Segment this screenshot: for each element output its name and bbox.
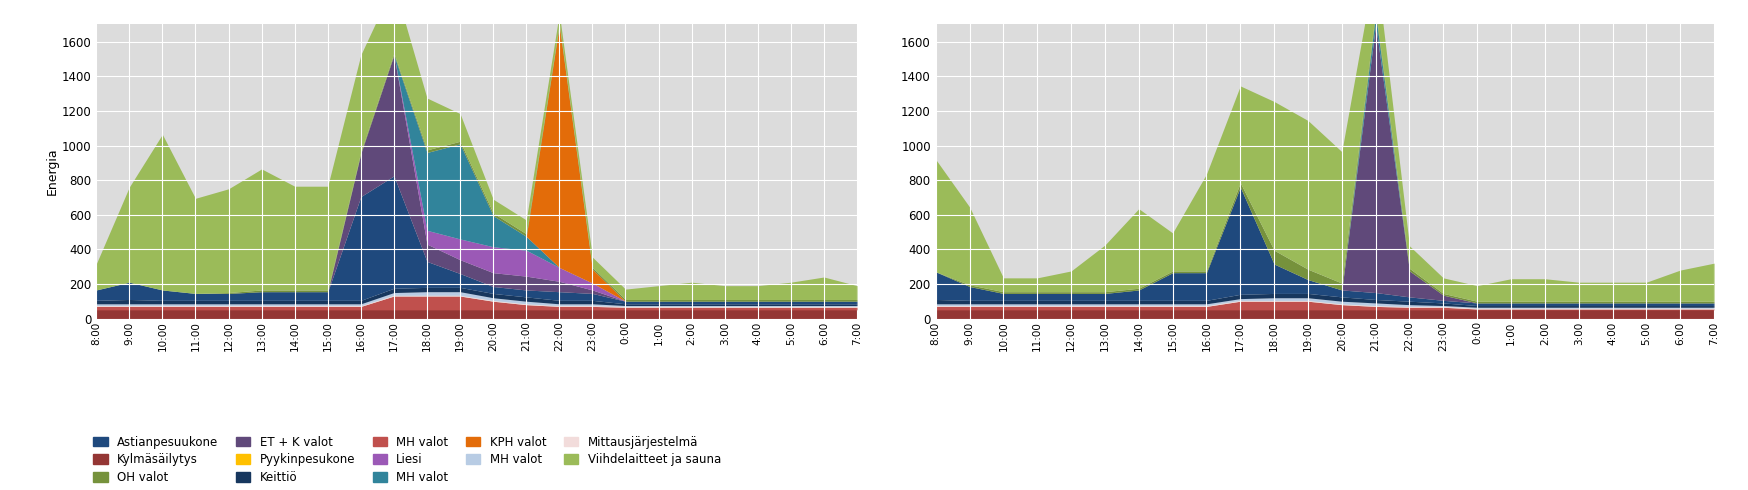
Y-axis label: Energia: Energia	[45, 147, 59, 196]
Legend: Astianpesuukone, Kylmäsäilytys, OH valot, ET + K valot, Pyykinpesukone, Keittiö,: Astianpesuukone, Kylmäsäilytys, OH valot…	[93, 436, 720, 484]
